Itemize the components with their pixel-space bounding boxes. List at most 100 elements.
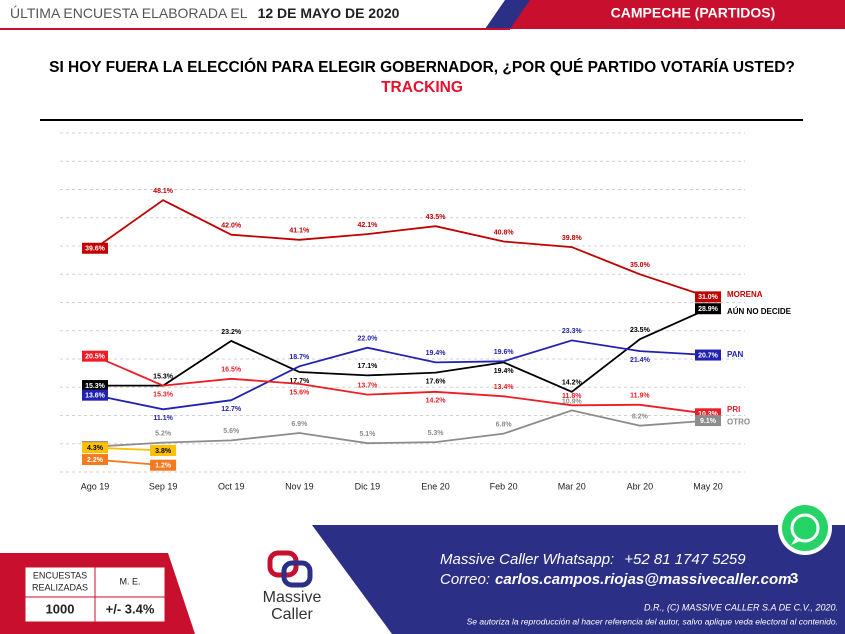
value-label: 3.8% bbox=[155, 448, 172, 455]
label-box bbox=[82, 389, 108, 401]
value-label: 20.5% bbox=[85, 354, 106, 361]
value-label: 13.6% bbox=[85, 393, 106, 400]
value-label: 17.7% bbox=[289, 378, 310, 385]
value-label: 2.2% bbox=[87, 457, 104, 464]
value-label: 11.9% bbox=[630, 393, 650, 400]
value-label: 48.1% bbox=[153, 188, 174, 195]
value-label: 42.1% bbox=[358, 222, 379, 229]
value-label: 10.9% bbox=[562, 398, 583, 405]
logo-bubble bbox=[281, 560, 313, 588]
value-label: 17.1% bbox=[358, 363, 379, 370]
whatsapp-line: Massive Caller Whatsapp: +52 81 1747 5259 bbox=[440, 551, 746, 568]
value-label: 1.2% bbox=[155, 463, 172, 470]
value-label: 18.7% bbox=[289, 354, 310, 361]
x-tick-label: Dic 19 bbox=[355, 481, 381, 491]
email-label: Correo: bbox=[440, 571, 490, 588]
header-red bbox=[510, 0, 845, 29]
value-label: 19.4% bbox=[494, 368, 515, 375]
series-line bbox=[94, 409, 709, 448]
x-tick-label: Sep 19 bbox=[149, 481, 178, 491]
value-label: 11.8% bbox=[562, 393, 582, 400]
value-label: 8.2% bbox=[632, 414, 649, 421]
value-label: 15.3% bbox=[153, 391, 174, 398]
value-label: 5.2% bbox=[155, 430, 172, 437]
value-label: 14.2% bbox=[562, 380, 583, 387]
value-label: 23.3% bbox=[562, 328, 583, 335]
x-tick-label: Ene 20 bbox=[421, 481, 450, 491]
table-header: REALIZADAS bbox=[32, 582, 88, 592]
table-cell: 1000 bbox=[46, 601, 75, 616]
email-line: Correo: carlos.campos.riojas@massivecalle… bbox=[440, 571, 792, 588]
label-box bbox=[150, 459, 177, 471]
header-text: ÚLTIMA ENCUESTA ELABORADA EL 12 DE MAYO D… bbox=[10, 5, 400, 21]
value-label: 28.9% bbox=[698, 306, 719, 313]
value-label: 23.2% bbox=[221, 329, 242, 336]
whatsapp-icon bbox=[778, 501, 832, 555]
value-label: 5.6% bbox=[223, 428, 240, 435]
value-label: 6.8% bbox=[496, 421, 513, 428]
email: carlos.campos.riojas@massivecaller.com bbox=[495, 571, 791, 588]
notice: Se autoriza la reproducción al hacer ref… bbox=[467, 616, 838, 626]
value-label: 15.6% bbox=[289, 390, 310, 397]
label-box bbox=[150, 445, 177, 457]
value-label: 13.7% bbox=[358, 382, 379, 389]
label-box bbox=[82, 380, 108, 392]
legend-label: PAN bbox=[727, 350, 744, 359]
series-line bbox=[94, 199, 709, 298]
value-label: 39.8% bbox=[562, 235, 583, 242]
logo-text: Caller bbox=[271, 606, 313, 623]
value-label: 19.4% bbox=[426, 350, 447, 357]
value-label: 42.0% bbox=[221, 223, 242, 230]
label-box bbox=[695, 349, 721, 361]
value-label: 23.5% bbox=[630, 327, 651, 334]
table-header: M. E. bbox=[119, 576, 140, 586]
x-tick-label: Ago 19 bbox=[81, 481, 110, 491]
icon-glyph bbox=[791, 537, 800, 545]
page-number: 3 bbox=[790, 570, 798, 587]
value-label: 9.1% bbox=[700, 418, 717, 425]
label-box bbox=[82, 454, 108, 466]
value-label: 14.2% bbox=[426, 398, 447, 405]
value-label: 41.1% bbox=[289, 228, 310, 235]
header-region: CAMPECHE (PARTIDOS) bbox=[611, 5, 776, 21]
value-label: 39.6% bbox=[85, 246, 106, 253]
value-label: 43.5% bbox=[426, 214, 447, 221]
x-tick-label: May 20 bbox=[693, 481, 723, 491]
x-tick-label: Oct 19 bbox=[218, 481, 245, 491]
icon-circle bbox=[782, 505, 828, 551]
value-label: 13.4% bbox=[494, 384, 515, 391]
x-tick-label: Feb 20 bbox=[490, 481, 518, 491]
value-label: 35.0% bbox=[630, 262, 651, 269]
value-label: 15.3% bbox=[153, 373, 174, 380]
chart-title: SI HOY FUERA LA ELECCIÓN PARA ELEGIR GOB… bbox=[49, 58, 795, 76]
series-line bbox=[94, 355, 709, 415]
logo-text: Massive bbox=[263, 589, 322, 606]
value-label: 12.7% bbox=[221, 406, 242, 413]
value-label: 6.9% bbox=[291, 421, 308, 428]
logo: Massive Caller bbox=[263, 550, 322, 623]
chart-subtitle: TRACKING bbox=[381, 79, 463, 96]
header-prefix: ÚLTIMA ENCUESTA ELABORADA EL bbox=[10, 5, 248, 21]
value-label: 22.0% bbox=[358, 336, 379, 343]
x-tick-label: Nov 19 bbox=[285, 481, 314, 491]
value-label: 15.3% bbox=[85, 383, 106, 390]
table-header: ENCUESTAS bbox=[33, 570, 87, 580]
whatsapp-label: Massive Caller Whatsapp: bbox=[440, 551, 614, 568]
plot: Ago 19 Sep 19 Oct 19 Nov 19 Dic 19 Ene 20 Feb … bbox=[60, 132, 792, 491]
table-cell: +/- 3.4% bbox=[106, 601, 155, 616]
label-box bbox=[695, 415, 721, 427]
label-box bbox=[695, 303, 721, 315]
whatsapp-number: +52 81 1747 5259 bbox=[624, 551, 746, 568]
legend-label: MORENA bbox=[727, 290, 763, 299]
value-label: 20.7% bbox=[698, 352, 719, 359]
value-label: 17.6% bbox=[426, 378, 447, 385]
footer-blue bbox=[312, 525, 845, 634]
value-label: 10.3% bbox=[698, 411, 719, 418]
icon-glyph bbox=[790, 513, 820, 543]
value-label: 11.1% bbox=[153, 415, 173, 422]
series-line bbox=[95, 307, 709, 393]
x-tick-label: Abr 20 bbox=[627, 481, 654, 491]
legend-label: AÚN NO DECIDE bbox=[727, 307, 792, 316]
value-label: 21.4% bbox=[630, 357, 651, 364]
